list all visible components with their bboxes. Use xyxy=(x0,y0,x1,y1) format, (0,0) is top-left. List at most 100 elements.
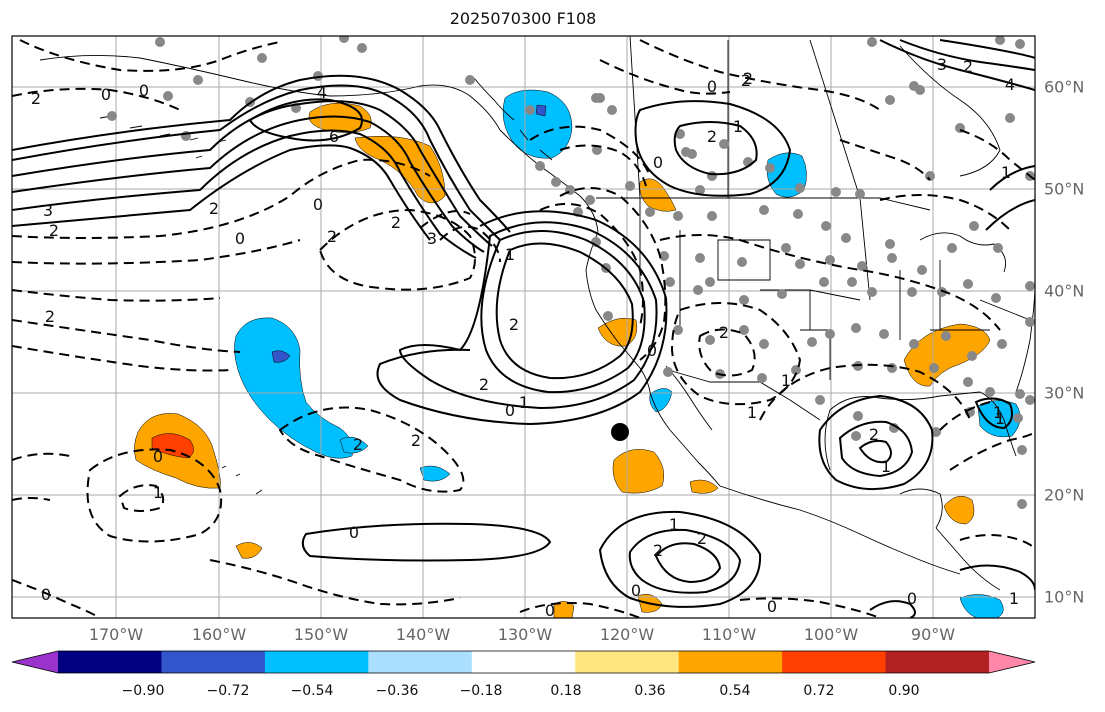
lon-label-100w: 100°W xyxy=(803,625,859,644)
station-dot xyxy=(659,251,669,261)
station-dot xyxy=(663,367,673,377)
station-dot xyxy=(795,259,805,269)
colorbar-bin xyxy=(575,651,680,673)
contour-label-zero: 0 xyxy=(653,153,663,172)
station-dot xyxy=(1013,413,1023,423)
lon-label-150w: 150°W xyxy=(293,625,349,644)
station-dot xyxy=(879,329,889,339)
hudson-bay xyxy=(899,45,1001,177)
colorbar-tick-label: 0.90 xyxy=(888,683,920,699)
contour-labels-zero: 0 0 0 0 0 0 0 0 0 0 0 0 0 0 0 xyxy=(41,77,917,620)
shade-orange-montana xyxy=(639,178,677,212)
lon-label-120w: 120°W xyxy=(599,625,655,644)
shade-blue-gulf-alaska xyxy=(502,89,573,159)
station-dot xyxy=(841,233,851,243)
colorbar-tick-label: −0.54 xyxy=(290,683,334,699)
station-dot xyxy=(917,265,927,275)
colorbar-bin xyxy=(885,651,990,673)
station-dot xyxy=(757,373,767,383)
contour-label-negative: 2 xyxy=(31,89,41,108)
colorbar-bin xyxy=(161,651,266,673)
station-dot xyxy=(947,243,957,253)
shade-blue-small-2 xyxy=(419,465,451,482)
colorbar-outline xyxy=(11,650,1036,674)
station-dot xyxy=(825,255,835,265)
contour-labels: 4 6 2 3 2 2 1 2 1 2 1 3 4 2 1 2 1 2 1 1 xyxy=(31,55,1019,620)
station-dot xyxy=(941,331,951,341)
station-dot xyxy=(675,129,685,139)
lon-label-160w: 160°W xyxy=(191,625,247,644)
station-dot xyxy=(1025,281,1035,291)
station-dot xyxy=(909,81,919,91)
mexico-coast xyxy=(719,485,961,575)
contour-label-zero: 0 xyxy=(545,601,555,620)
contour-label-negative: 1 xyxy=(153,483,163,502)
lat-label-40n: 40°N xyxy=(1044,281,1085,301)
yucatan xyxy=(899,488,943,529)
station-dot xyxy=(625,181,635,191)
station-dot xyxy=(535,161,545,171)
station-dot xyxy=(1025,317,1035,327)
colorbar-tick-label: −0.72 xyxy=(206,683,250,699)
station-dot xyxy=(665,277,675,287)
great-lakes xyxy=(919,232,1007,273)
contour-label-negative: 1 xyxy=(781,371,791,390)
contour-label-positive: 2 xyxy=(743,69,753,88)
station-dot xyxy=(603,311,613,321)
shade-blue-se-corner xyxy=(959,594,1004,618)
contour-labels-positive: 4 6 2 3 2 2 1 2 1 2 1 3 4 2 1 2 1 2 1 1 xyxy=(43,55,1019,608)
contour-label-positive: 2 xyxy=(479,375,489,394)
station-dot xyxy=(867,37,877,47)
us-mexico-border xyxy=(667,369,821,421)
contour-label-zero: 0 xyxy=(349,523,359,542)
station-dot xyxy=(357,43,367,53)
contour-label-negative: 2 xyxy=(391,213,401,232)
station-dot xyxy=(969,221,979,231)
station-dot xyxy=(963,377,973,387)
station-dot xyxy=(807,337,817,347)
station-dot xyxy=(193,75,203,85)
contour-label-positive: 1 xyxy=(733,117,743,136)
contour-label-negative: 1 xyxy=(505,245,515,264)
station-dot xyxy=(963,279,973,289)
station-dot xyxy=(765,163,775,173)
contour-label-positive: 1 xyxy=(669,515,679,534)
contours xyxy=(12,39,1035,618)
station-dot xyxy=(693,285,703,295)
station-dot xyxy=(887,363,897,373)
contour-label-zero: 0 xyxy=(235,229,245,248)
contour-label-negative: 2 xyxy=(45,307,55,326)
station-dot xyxy=(931,427,941,437)
station-dot xyxy=(815,395,825,405)
contour-label-positive: 2 xyxy=(209,199,219,218)
station-dot xyxy=(759,205,769,215)
station-dot xyxy=(907,287,917,297)
shade-purple-subtropic-pacific xyxy=(271,350,291,363)
station-dot xyxy=(155,37,165,47)
station-dot xyxy=(719,139,729,149)
colorbar-tick-label: 0.36 xyxy=(634,683,666,699)
station-dot xyxy=(585,195,595,205)
station-dot xyxy=(339,36,349,43)
colorbar-bin xyxy=(471,651,576,673)
contour-label-zero: 0 xyxy=(907,589,917,608)
station-dot xyxy=(847,277,857,287)
contour-label-zero: 0 xyxy=(631,581,641,600)
shade-orange-mexico-coast xyxy=(689,479,719,494)
gulf-of-mexico xyxy=(824,391,981,471)
contour-label-zero: 0 xyxy=(313,195,323,214)
contour-label-positive: 6 xyxy=(329,127,339,146)
station-dot xyxy=(867,287,877,297)
station-dot xyxy=(257,53,267,63)
station-dot xyxy=(887,253,897,263)
station-dot xyxy=(695,185,705,195)
station-dot xyxy=(777,289,787,299)
station-dot xyxy=(1005,113,1015,123)
contour-label-negative: 2 xyxy=(411,431,421,450)
contour-label-zero: 0 xyxy=(647,341,657,360)
station-dot xyxy=(525,105,535,115)
station-dot xyxy=(995,36,1005,45)
contour-label-positive: 1 xyxy=(995,409,1005,428)
station-dot xyxy=(853,411,863,421)
